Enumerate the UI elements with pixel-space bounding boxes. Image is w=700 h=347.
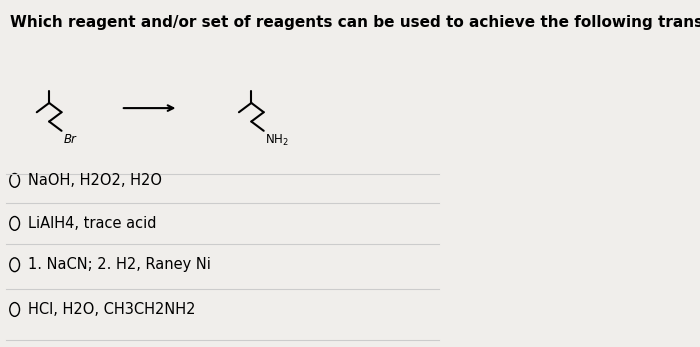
Text: NaOH, H2O2, H2O: NaOH, H2O2, H2O bbox=[28, 173, 162, 188]
Text: LiAlH4, trace acid: LiAlH4, trace acid bbox=[28, 216, 156, 231]
Text: HCl, H2O, CH3CH2NH2: HCl, H2O, CH3CH2NH2 bbox=[28, 302, 195, 317]
Text: 1. NaCN; 2. H2, Raney Ni: 1. NaCN; 2. H2, Raney Ni bbox=[28, 257, 211, 272]
Text: Which reagent and/or set of reagents can be used to achieve the following transf: Which reagent and/or set of reagents can… bbox=[10, 15, 700, 30]
Text: NH$_2$: NH$_2$ bbox=[265, 133, 289, 148]
Text: Br: Br bbox=[63, 133, 76, 146]
